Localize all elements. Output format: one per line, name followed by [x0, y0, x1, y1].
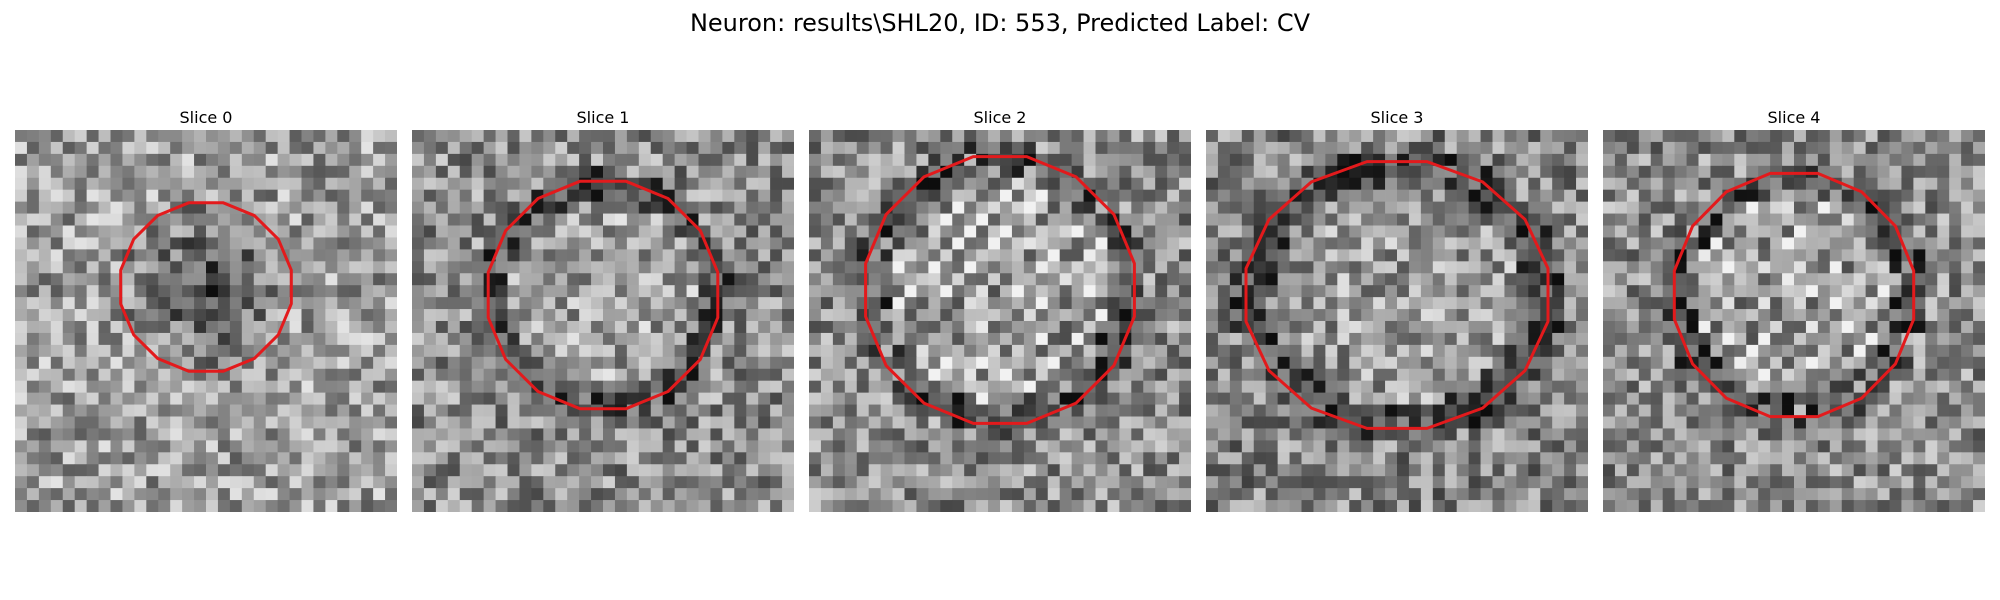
roi-outline-4: [1672, 171, 1916, 419]
roi-outline-2: [864, 155, 1136, 425]
slice-panel-3: Slice 3: [1206, 108, 1588, 512]
roi-outline-3: [1244, 160, 1550, 430]
slice-title-1: Slice 1: [576, 108, 630, 127]
slice-image-3: [1206, 130, 1588, 512]
slice-image-4: [1603, 130, 1985, 512]
slice-image-2: [809, 130, 1191, 512]
slice-panel-4: Slice 4: [1603, 108, 1985, 512]
slice-title-3: Slice 3: [1370, 108, 1424, 127]
slice-panel-1: Slice 1: [412, 108, 794, 512]
roi-outline-0: [119, 201, 293, 373]
slice-panel-0: Slice 0: [15, 108, 397, 512]
slice-image-0: [15, 130, 397, 512]
figure-title: Neuron: results\SHL20, ID: 553, Predicte…: [689, 9, 1311, 37]
slice-title-0: Slice 0: [179, 108, 233, 127]
slice-image-1: [412, 130, 794, 512]
slice-title-4: Slice 4: [1767, 108, 1821, 127]
slice-title-2: Slice 2: [973, 108, 1027, 127]
roi-outline-1: [486, 179, 720, 411]
slice-panel-2: Slice 2: [809, 108, 1191, 512]
